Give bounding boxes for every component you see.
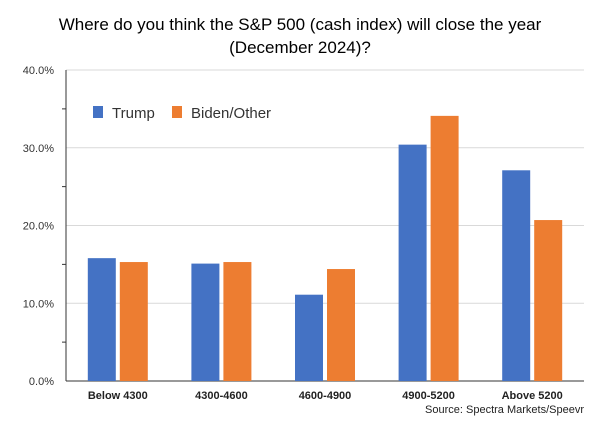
y-tick-label: 30.0%: [23, 143, 54, 155]
y-tick-label: 0.0%: [29, 376, 54, 388]
bar: [223, 262, 252, 381]
x-axis-category-labels: Below 4300 4300-4600 4600-4900 4900-5200 Abo…: [88, 390, 563, 402]
x-category-label: 4900-5200: [402, 390, 455, 402]
legend-label-trump: Trump: [112, 105, 155, 122]
x-category-label: 4600-4900: [299, 390, 352, 402]
legend-swatch-trump: [93, 106, 103, 118]
legend-swatch-biden-other: [172, 106, 182, 118]
bar: [398, 144, 427, 381]
y-tick-label: 20.0%: [23, 221, 54, 233]
bar: [430, 115, 459, 381]
x-category-label: Below 4300: [88, 390, 148, 402]
legend: Trump Biden/Other: [93, 105, 271, 122]
x-category-label: Above 5200: [502, 390, 563, 402]
bar: [295, 294, 323, 381]
bar: [87, 258, 116, 381]
y-tick-label: 40.0%: [23, 65, 54, 77]
y-tick-label: 10.0%: [23, 298, 54, 310]
bar: [327, 269, 355, 381]
y-axis-tick-labels: 0.0% 10.0% 20.0% 30.0% 40.0%: [23, 65, 54, 388]
chart-title-line-2: (December 2024)?: [229, 38, 371, 57]
bar: [119, 262, 148, 381]
legend-label-biden-other: Biden/Other: [191, 105, 271, 122]
bars: [87, 115, 563, 381]
bar: [191, 263, 220, 381]
x-category-label: 4300-4600: [195, 390, 248, 402]
source-note: Source: Spectra Markets/Speevr: [425, 404, 584, 416]
bar: [502, 170, 531, 381]
chart-title-line-1: Where do you think the S&P 500 (cash ind…: [59, 15, 542, 34]
gridlines: [62, 69, 584, 382]
bar: [534, 220, 563, 381]
